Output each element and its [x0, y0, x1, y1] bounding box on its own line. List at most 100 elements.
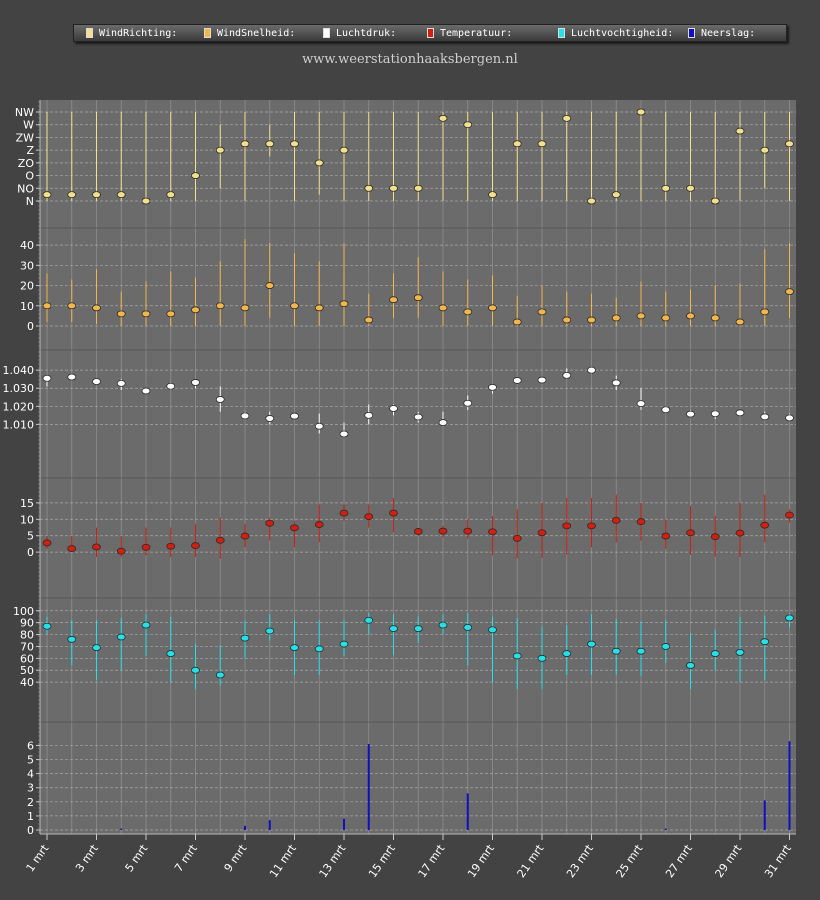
luchtvochtigheid-point [364, 616, 374, 624]
legend-item-windrichting: WindRichting: [80, 28, 198, 39]
luchtvochtigheid-point [488, 626, 497, 634]
luchtdruk-point [67, 373, 77, 381]
legend-label: Luchtdruk: [336, 27, 397, 39]
temperatuur-point [413, 528, 423, 535]
windrichting-point [686, 184, 695, 192]
precip-bar [466, 793, 469, 830]
luchtdruk-point [191, 379, 200, 386]
luchtdruk-point [636, 400, 646, 407]
temperatuur-point [166, 542, 176, 550]
windrichting-point [562, 114, 572, 122]
luchtdruk-point [42, 374, 52, 382]
grid-layer [40, 100, 796, 834]
luchtvochtigheid-point [512, 652, 522, 660]
legend-label: WindSnelheid: [217, 27, 296, 39]
y-tick-label: 70 [20, 640, 34, 653]
windrichting-point [314, 159, 324, 167]
windsnelheid-point [537, 308, 547, 316]
windrichting-point [191, 172, 200, 179]
legend-item-luchtdruk: Luchtdruk: [317, 28, 421, 39]
luchtdruk-point [339, 430, 349, 438]
x-tick-label: 13 mrt [317, 842, 349, 880]
y-tick-label: 15 [20, 497, 34, 510]
windsnelheid-point [67, 302, 77, 310]
windsnelheid-point [710, 314, 720, 322]
windrichting-point [785, 140, 794, 148]
legend-swatch [86, 28, 93, 38]
x-tick-label: 1 mrt [24, 842, 52, 875]
y-tick-label: 4 [27, 768, 34, 781]
temperatuur-point [686, 529, 695, 537]
windrichting-point [290, 140, 299, 148]
windrichting-point [141, 197, 151, 205]
luchtvochtigheid-point [587, 640, 596, 648]
luchtvochtigheid-point [661, 643, 671, 650]
legend-item-luchtvochtigheid: Luchtvochtigheid: [552, 28, 682, 39]
x-tick-label: 5 mrt [123, 842, 151, 875]
x-tick-label: 11 mrt [267, 842, 299, 880]
windrichting-point [116, 191, 126, 199]
windsnelheid-point [215, 302, 225, 310]
windrichting-point [587, 197, 596, 205]
luchtdruk-point [760, 413, 770, 421]
y-tick-label: O [25, 170, 34, 183]
y-tick-label: 10 [20, 300, 34, 313]
precip-bar [367, 744, 370, 830]
windsnelheid-point [587, 316, 596, 324]
windrichting-point [364, 184, 374, 192]
y-tick-label: ZO [18, 157, 35, 170]
x-tick-label: 7 mrt [172, 842, 200, 875]
temperatuur-point [116, 547, 126, 555]
y-tick-label: 30 [20, 259, 34, 272]
windsnelheid-point [141, 310, 151, 318]
windsnelheid-point [364, 316, 374, 324]
precip-bar [664, 828, 667, 830]
luchtvochtigheid-point [339, 640, 349, 648]
windrichting-point [463, 121, 473, 129]
windsnelheid-point [438, 304, 448, 312]
luchtvochtigheid-point [735, 648, 745, 656]
temperatuur-point [141, 543, 151, 551]
windsnelheid-point [636, 312, 646, 320]
luchtdruk-point [587, 366, 596, 374]
windrichting-point [760, 146, 770, 154]
luchtvochtigheid-point [265, 627, 275, 635]
y-tick-label: NW [15, 106, 34, 119]
windsnelheid-point [735, 318, 745, 326]
y-tick-label: 0 [27, 824, 34, 837]
x-tick-label: 17 mrt [416, 842, 448, 880]
luchtvochtigheid-point [710, 650, 720, 657]
windsnelheid-point [413, 294, 423, 302]
precip-bar [788, 741, 791, 830]
luchtdruk-point [661, 406, 671, 414]
luchtvochtigheid-point [389, 625, 398, 632]
windrichting-point [339, 146, 349, 154]
luchtvochtigheid-point [67, 635, 77, 643]
luchtvochtigheid-point [760, 638, 770, 646]
legend-label: WindRichting: [99, 27, 178, 39]
precip-bar [343, 818, 345, 830]
luchtvochtigheid-point [686, 662, 695, 669]
windsnelheid-point [92, 304, 101, 312]
luchtdruk-point [389, 405, 398, 412]
luchtvochtigheid-point [191, 666, 200, 674]
x-tick-label: 21 mrt [515, 842, 547, 880]
temperatuur-point [661, 532, 671, 540]
luchtvochtigheid-point [413, 625, 423, 632]
temperatuur-point [587, 522, 596, 530]
legend-swatch [204, 28, 211, 38]
legend-swatch [688, 28, 695, 38]
y-tick-label: 100 [13, 605, 34, 618]
windsnelheid-point [785, 288, 794, 296]
luchtvochtigheid-point [636, 647, 646, 655]
y-tick-label: N [26, 195, 34, 208]
windrichting-point [512, 140, 522, 148]
y-tick-label: 60 [20, 652, 34, 665]
x-tick-label: 9 mrt [222, 842, 250, 875]
luchtvochtigheid-point [438, 621, 448, 629]
windsnelheid-point [116, 310, 126, 318]
luchtvochtigheid-point [611, 647, 621, 655]
y-tick-label: 5 [27, 754, 34, 767]
luchtvochtigheid-point [240, 634, 250, 642]
legend-label: Temperatuur: [440, 27, 513, 39]
